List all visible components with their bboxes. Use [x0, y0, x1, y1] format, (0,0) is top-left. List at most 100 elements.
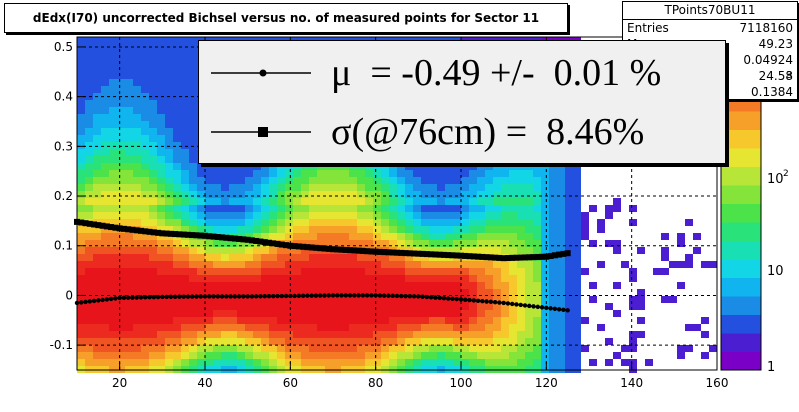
sigma-point — [266, 239, 272, 246]
mu-point — [437, 295, 442, 301]
heatmap-cell — [309, 212, 317, 219]
heatmap-cell — [189, 261, 197, 268]
heatmap-cell — [413, 212, 421, 219]
heatmap-cell — [77, 163, 85, 170]
heatmap-cell — [565, 163, 573, 170]
heatmap-cell — [149, 352, 157, 359]
heatmap-cell — [93, 156, 101, 163]
heatmap-cell — [245, 163, 253, 170]
heatmap-cell — [165, 198, 173, 205]
heatmap-cell — [637, 289, 645, 296]
heatmap-cell — [485, 198, 493, 205]
heatmap-cell — [189, 226, 197, 233]
heatmap-cell — [277, 198, 285, 205]
legend-sigma-text: σ(@76cm) = 8.46% — [331, 111, 645, 153]
heatmap-cell — [517, 324, 525, 331]
mu-point — [326, 293, 331, 298]
heatmap-cell — [461, 303, 469, 310]
heatmap-cell — [325, 268, 333, 275]
heatmap-cell — [557, 289, 565, 296]
heatmap-cell — [421, 212, 429, 219]
heatmap-cell — [229, 282, 237, 289]
heatmap-cell — [125, 233, 133, 240]
heatmap-cell — [437, 261, 445, 268]
heatmap-cell — [165, 44, 173, 51]
heatmap-cell — [493, 317, 501, 324]
heatmap-cell — [445, 240, 453, 247]
sigma-point — [176, 231, 183, 238]
heatmap-cell — [349, 233, 357, 240]
heatmap-cell — [229, 240, 237, 247]
sigma-point — [458, 252, 464, 259]
heatmap-cell — [181, 205, 189, 212]
heatmap-cell — [429, 240, 437, 247]
heatmap-cell — [221, 240, 229, 247]
heatmap-cell — [109, 156, 117, 163]
heatmap-cell — [109, 247, 117, 254]
heatmap-cell — [245, 184, 253, 191]
heatmap-cell — [493, 212, 501, 219]
heatmap-cell — [541, 275, 549, 282]
sigma-point — [432, 251, 439, 258]
heatmap-cell — [77, 142, 85, 149]
heatmap-cell — [565, 233, 573, 240]
heatmap-cell — [549, 163, 557, 170]
heatmap-cell — [149, 205, 157, 212]
heatmap-cell — [469, 310, 477, 317]
heatmap-cell — [253, 296, 261, 303]
sigma-point — [517, 254, 524, 261]
heatmap-cell — [109, 79, 117, 86]
heatmap-cell — [389, 345, 397, 352]
heatmap-cell — [317, 184, 325, 191]
heatmap-cell — [117, 58, 125, 65]
heatmap-cell — [85, 233, 93, 240]
mu-point — [411, 294, 417, 299]
heatmap-cell — [205, 240, 213, 247]
heatmap-cell — [101, 163, 109, 170]
heatmap-cell — [261, 268, 269, 275]
heatmap-cell — [181, 310, 189, 317]
heatmap-cell — [117, 205, 125, 212]
heatmap-cell — [213, 359, 221, 366]
heatmap-cell — [541, 331, 549, 338]
sigma-point — [278, 241, 285, 248]
heatmap-cell — [285, 282, 293, 289]
heatmap-cell — [685, 254, 693, 261]
heatmap-cell — [141, 114, 149, 121]
heatmap-cell — [565, 359, 573, 366]
heatmap-cell — [133, 282, 141, 289]
heatmap-cell — [109, 58, 117, 65]
heatmap-cell — [485, 310, 493, 317]
heatmap-cell — [157, 268, 165, 275]
heatmap-cell — [533, 324, 541, 331]
heatmap-cell — [269, 212, 277, 219]
heatmap-cell — [365, 254, 373, 261]
heatmap-cell — [205, 345, 213, 352]
heatmap-cell — [317, 331, 325, 338]
heatmap-cell — [357, 317, 365, 324]
heatmap-cell — [149, 114, 157, 121]
heatmap-cell — [405, 275, 413, 282]
heatmap-cell — [77, 254, 85, 261]
sigma-point — [214, 233, 221, 240]
heatmap-cell — [317, 324, 325, 331]
heatmap-cell — [357, 254, 365, 261]
heatmap-cell — [141, 156, 149, 163]
heatmap-cell — [293, 352, 301, 359]
heatmap-cell — [117, 219, 125, 226]
heatmap-cell — [93, 317, 101, 324]
heatmap-cell — [437, 212, 445, 219]
heatmap-cell — [573, 219, 581, 226]
heatmap-cell — [109, 170, 117, 177]
chart-title: dEdx(I70) uncorrected Bichsel versus no.… — [4, 3, 568, 33]
heatmap-cell — [149, 170, 157, 177]
heatmap-cell — [549, 324, 557, 331]
heatmap-cell — [189, 170, 197, 177]
heatmap-cell — [181, 212, 189, 219]
heatmap-cell — [397, 261, 405, 268]
heatmap-cell — [493, 163, 501, 170]
heatmap-cell — [357, 191, 365, 198]
heatmap-cell — [165, 261, 173, 268]
heatmap-cell — [365, 282, 373, 289]
heatmap-cell — [277, 233, 285, 240]
